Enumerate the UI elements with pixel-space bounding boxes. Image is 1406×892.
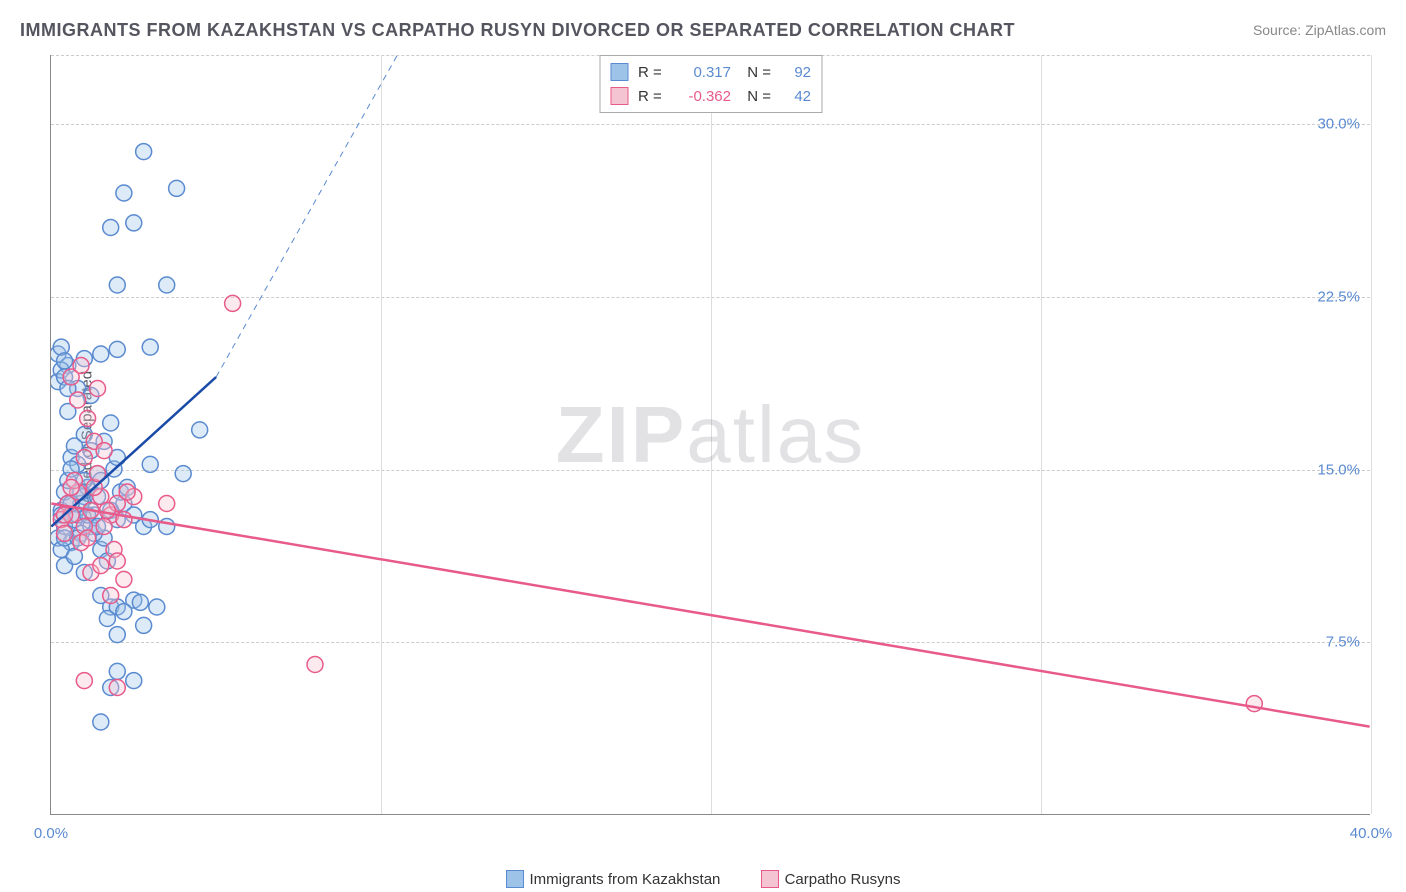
data-point <box>307 657 323 673</box>
bottom-legend-item-1: Immigrants from Kazakhstan <box>506 870 721 888</box>
chart-plot-area: ZIPatlas R = 0.317 N = 92 R = -0.362 N =… <box>50 55 1370 815</box>
data-point <box>99 611 115 627</box>
bottom-swatch-2 <box>761 870 779 888</box>
xtick-label: 40.0% <box>1350 825 1393 842</box>
data-point <box>109 277 125 293</box>
data-point <box>57 525 73 541</box>
data-point <box>119 484 135 500</box>
source-name: ZipAtlas.com <box>1305 22 1386 38</box>
legend-row-2: R = -0.362 N = 42 <box>610 84 811 108</box>
r-value-2: -0.362 <box>676 88 731 105</box>
swatch-series-2 <box>610 87 628 105</box>
data-point <box>116 185 132 201</box>
data-point <box>80 410 96 426</box>
data-point <box>132 594 148 610</box>
data-point <box>159 496 175 512</box>
bottom-legend-label-2: Carpatho Rusyns <box>785 871 901 888</box>
data-point <box>103 415 119 431</box>
data-point <box>76 450 92 466</box>
data-point <box>142 456 158 472</box>
data-point <box>73 358 89 374</box>
data-point <box>136 144 152 160</box>
correlation-legend: R = 0.317 N = 92 R = -0.362 N = 42 <box>599 55 822 113</box>
data-point <box>93 346 109 362</box>
chart-title: IMMIGRANTS FROM KAZAKHSTAN VS CARPATHO R… <box>20 20 1015 41</box>
data-point <box>103 220 119 236</box>
gridline-v <box>1371 55 1372 814</box>
r-value-1: 0.317 <box>676 64 731 81</box>
data-point <box>109 553 125 569</box>
bottom-legend: Immigrants from Kazakhstan Carpatho Rusy… <box>0 870 1406 892</box>
data-point <box>103 588 119 604</box>
data-point <box>192 422 208 438</box>
data-point <box>116 604 132 620</box>
data-point <box>126 215 142 231</box>
source-label: Source: <box>1253 22 1301 38</box>
data-point <box>70 392 86 408</box>
bottom-swatch-1 <box>506 870 524 888</box>
data-point <box>93 714 109 730</box>
r-label-1: R = <box>638 64 666 81</box>
data-point <box>109 663 125 679</box>
bottom-legend-label-1: Immigrants from Kazakhstan <box>530 871 721 888</box>
trend-line <box>51 504 1369 727</box>
data-point <box>99 502 115 518</box>
data-point <box>225 295 241 311</box>
n-label-2: N = <box>741 88 771 105</box>
data-point <box>136 617 152 633</box>
data-point <box>80 530 96 546</box>
r-label-2: R = <box>638 88 666 105</box>
data-point <box>76 673 92 689</box>
data-point <box>142 339 158 355</box>
xtick-label: 0.0% <box>34 825 68 842</box>
data-point <box>116 571 132 587</box>
data-point <box>90 381 106 397</box>
n-value-2: 42 <box>781 88 811 105</box>
data-point <box>93 558 109 574</box>
data-point <box>57 353 73 369</box>
source-attribution: Source: ZipAtlas.com <box>1253 22 1386 38</box>
data-point <box>96 519 112 535</box>
n-label-1: N = <box>741 64 771 81</box>
data-point <box>159 277 175 293</box>
data-point <box>63 479 79 495</box>
legend-row-1: R = 0.317 N = 92 <box>610 60 811 84</box>
n-value-1: 92 <box>781 64 811 81</box>
data-point <box>109 341 125 357</box>
data-point <box>175 466 191 482</box>
swatch-series-1 <box>610 63 628 81</box>
data-point <box>96 443 112 459</box>
data-point <box>109 627 125 643</box>
data-point <box>169 180 185 196</box>
data-point <box>149 599 165 615</box>
scatter-svg <box>51 55 1370 814</box>
bottom-legend-item-2: Carpatho Rusyns <box>761 870 901 888</box>
trend-line <box>216 55 397 377</box>
data-point <box>109 680 125 696</box>
data-point <box>126 673 142 689</box>
